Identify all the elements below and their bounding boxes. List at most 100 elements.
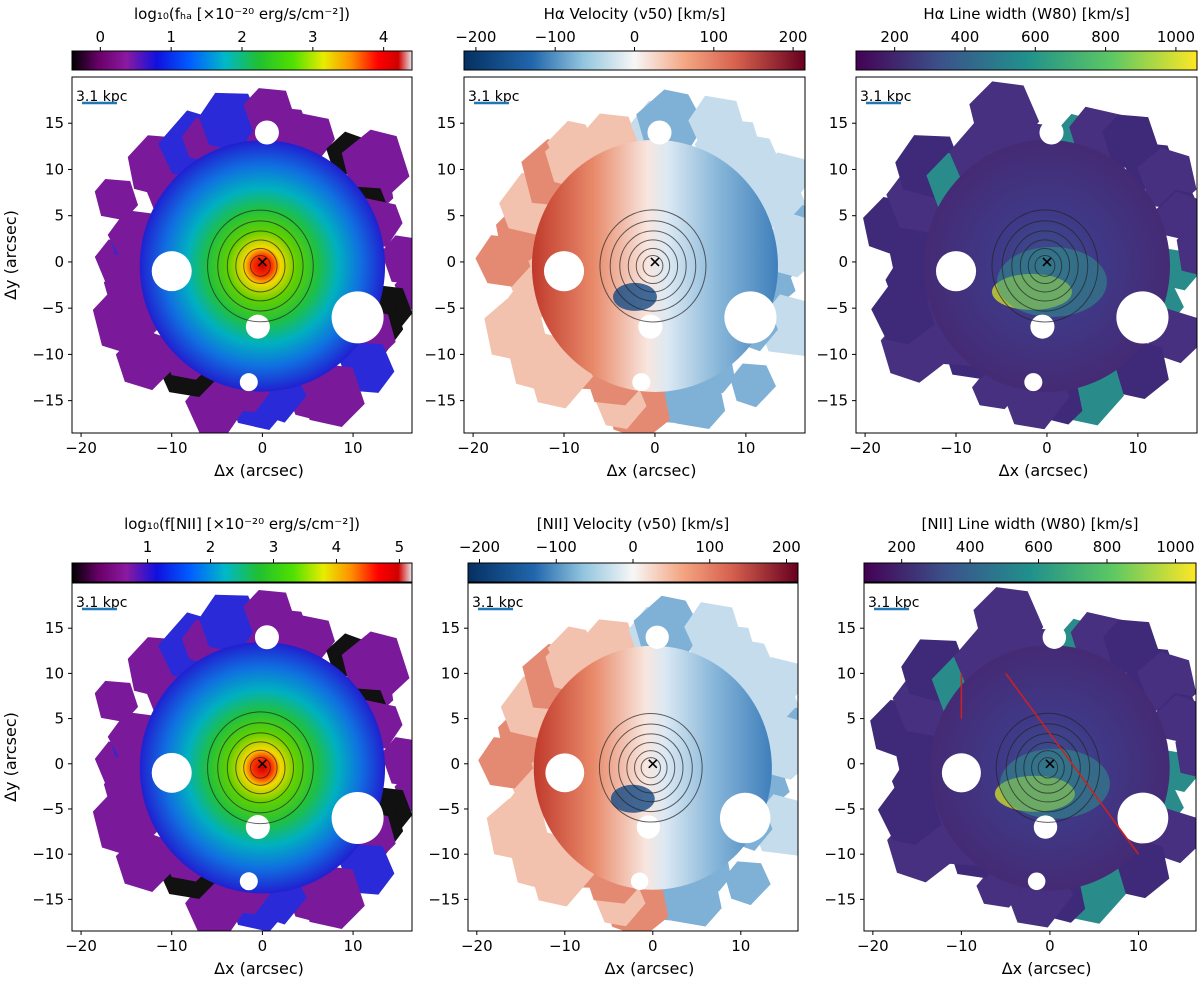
masked-star bbox=[630, 872, 649, 891]
masked-star bbox=[331, 291, 384, 344]
masked-star bbox=[636, 815, 661, 839]
colorbar-tick-label: 0 bbox=[628, 538, 638, 556]
masked-star bbox=[245, 815, 270, 840]
flux-contour bbox=[243, 247, 278, 284]
colorbar bbox=[863, 562, 1197, 583]
map-disk bbox=[533, 645, 772, 890]
nucleus-marker bbox=[648, 759, 658, 769]
colorbar-tick-label: 2 bbox=[237, 28, 247, 46]
masked-star bbox=[331, 792, 384, 845]
nucleus-marker bbox=[650, 257, 660, 267]
flux-contour bbox=[626, 742, 676, 794]
masked-star bbox=[545, 753, 585, 793]
panel-ha-flux: 0 1 2 3 4 log₁₀(fₕₐ [×10⁻²⁰ erg/s/cm⁻²]) 3.1 k… bbox=[1, 5, 413, 480]
colorbar bbox=[463, 50, 806, 71]
x-axis-label: Δx (arcsec) bbox=[999, 461, 1089, 480]
colorbar-title: [NII] Line width (W80) [km/s] bbox=[922, 515, 1139, 533]
nucleus-marker bbox=[1042, 257, 1052, 267]
colorbar-tick-label: 3 bbox=[308, 28, 318, 46]
y-tick-label: 10 bbox=[829, 160, 848, 178]
y-tick-label: 15 bbox=[45, 114, 64, 132]
y-axis-label: Δy (arcsec) bbox=[1, 210, 20, 300]
flux-contour bbox=[207, 711, 314, 825]
y-tick-label: 0 bbox=[54, 253, 64, 271]
y-tick-label: −5 bbox=[42, 800, 64, 818]
colorbar-tick-label: 600 bbox=[1024, 538, 1053, 556]
masked-star bbox=[1027, 872, 1046, 891]
y-tick-label: −15 bbox=[428, 890, 460, 908]
y-tick-label: 15 bbox=[437, 114, 456, 132]
y-tick-label: −10 bbox=[32, 845, 64, 863]
flux-contour bbox=[608, 723, 693, 813]
flux-contour bbox=[1023, 741, 1073, 794]
flux-contour bbox=[599, 209, 707, 323]
y-tick-label: 0 bbox=[450, 755, 460, 773]
masked-star bbox=[245, 314, 270, 339]
y-tick-label: 5 bbox=[54, 710, 64, 728]
y-tick-label: 10 bbox=[441, 664, 460, 682]
colorbar-tick-label: 2 bbox=[206, 538, 216, 556]
map-disk bbox=[531, 139, 778, 392]
flux-contour bbox=[991, 209, 1099, 323]
colorbar-tick-label: −100 bbox=[535, 28, 576, 46]
flux-contour bbox=[640, 757, 661, 779]
masked-star bbox=[1039, 120, 1064, 145]
colorbar-tick-label: 200 bbox=[772, 538, 801, 556]
colorbar-title: [NII] Velocity (v50) [km/s] bbox=[537, 515, 729, 533]
y-tick-label: −15 bbox=[424, 392, 456, 410]
masked-star bbox=[645, 625, 669, 649]
scale-bar-label: 3.1 kpc bbox=[76, 595, 127, 611]
masked-star bbox=[647, 120, 672, 145]
masked-star bbox=[151, 752, 192, 793]
scale-bar-label: 3.1 kpc bbox=[860, 89, 911, 105]
x-tick-label: −10 bbox=[156, 439, 188, 457]
y-tick-label: −5 bbox=[434, 299, 456, 317]
y-tick-label: 15 bbox=[829, 114, 848, 132]
x-tick-label: −20 bbox=[65, 937, 97, 955]
x-axis-label: Δx (arcsec) bbox=[605, 959, 695, 978]
y-tick-label: −10 bbox=[424, 345, 456, 363]
map-image bbox=[863, 81, 1197, 430]
colorbar-tick-label: 4 bbox=[332, 538, 342, 556]
masked-star bbox=[632, 373, 651, 392]
y-tick-label: 0 bbox=[838, 253, 848, 271]
colorbar bbox=[467, 562, 799, 583]
x-tick-label: 10 bbox=[1128, 439, 1147, 457]
flux-contour bbox=[235, 741, 286, 795]
x-axis-label: Δx (arcsec) bbox=[1002, 959, 1092, 978]
flux-contour bbox=[217, 722, 304, 814]
masked-star bbox=[941, 753, 981, 793]
y-tick-label: 0 bbox=[446, 253, 456, 271]
y-tick-label: −10 bbox=[824, 845, 856, 863]
colorbar-tick-label: 1000 bbox=[1156, 538, 1194, 556]
panel-nii-width: 200 400 600 800 1000[NII] Line width (W80) [… bbox=[824, 515, 1197, 978]
ionization-cone-line bbox=[1005, 672, 1140, 855]
colorbar-tick-label: 400 bbox=[951, 28, 980, 46]
masked-star bbox=[1116, 291, 1169, 344]
colorbar-tick-label: −200 bbox=[455, 28, 496, 46]
nucleus-marker bbox=[1045, 759, 1055, 769]
scale-bar-label: 3.1 kpc bbox=[468, 89, 519, 105]
colorbar-tick-label: −200 bbox=[459, 538, 500, 556]
x-tick-label: −20 bbox=[857, 937, 889, 955]
flux-contour bbox=[618, 733, 684, 803]
map-disk bbox=[139, 642, 386, 894]
colorbar-tick-label: 100 bbox=[699, 28, 728, 46]
y-tick-label: 5 bbox=[838, 207, 848, 225]
y-tick-label: −5 bbox=[438, 800, 460, 818]
colorbar-tick-label: 3 bbox=[269, 538, 279, 556]
x-tick-label: 0 bbox=[648, 937, 658, 955]
spaxel-bin bbox=[725, 861, 771, 906]
flux-contour bbox=[1001, 220, 1089, 312]
spaxel-bin bbox=[381, 737, 412, 787]
colorbar-tick-label: 600 bbox=[1021, 28, 1050, 46]
x-tick-label: −20 bbox=[849, 439, 881, 457]
flux-contour bbox=[635, 247, 671, 285]
masked-star bbox=[151, 251, 192, 292]
masked-star bbox=[638, 314, 663, 339]
y-tick-label: −10 bbox=[32, 345, 64, 363]
nucleus-marker bbox=[257, 257, 267, 267]
masked-star bbox=[1030, 314, 1055, 339]
flux-contour bbox=[642, 255, 664, 277]
